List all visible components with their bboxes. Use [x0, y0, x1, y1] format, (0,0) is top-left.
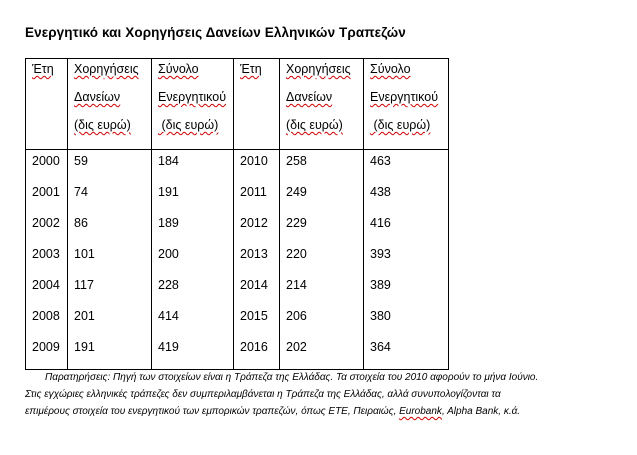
loans-column-2: 258 249 229 220 214 206 202 — [279, 149, 364, 370]
cell-value: 2008 — [32, 309, 60, 323]
cell-value: 189 — [158, 216, 179, 230]
cell-value: 389 — [370, 278, 391, 292]
cell-value: 229 — [286, 216, 307, 230]
cell-value: 438 — [370, 185, 391, 199]
header-loans-2: Χορηγήσεις Δανείων (δις ευρώ) — [279, 58, 364, 150]
header-assets-2: Σύνολο Ενεργητικού (δις ευρώ) — [363, 58, 449, 150]
cell-value: 2002 — [32, 216, 60, 230]
cell-value: 364 — [370, 340, 391, 354]
cell-value: 2014 — [240, 278, 268, 292]
cell-value: 117 — [74, 278, 94, 292]
loans-column-1: 59 74 86 101 117 201 191 — [67, 149, 152, 370]
cell-value: 202 — [286, 340, 307, 354]
cell-value: 2010 — [240, 154, 268, 168]
cell-value: 2013 — [240, 247, 268, 261]
header-text: Σύνολο — [370, 62, 411, 76]
cell-value: 200 — [158, 247, 179, 261]
cell-value: 2009 — [32, 340, 60, 354]
cell-value: 220 — [286, 247, 307, 261]
cell-value: 214 — [286, 278, 307, 292]
header-text: (δις ευρώ) — [370, 118, 431, 132]
cell-value: 191 — [74, 340, 95, 354]
cell-value: 2011 — [240, 185, 267, 199]
notes-line-2: Στις εγχώριες ελληνικές τράπεζες δεν συμ… — [25, 389, 501, 400]
cell-value: 419 — [158, 340, 179, 354]
cell-value: 74 — [74, 185, 88, 199]
years-column-2: 2010 2011 2012 2013 2014 2015 2016 — [233, 149, 280, 370]
header-text: Ενεργητικού — [158, 90, 227, 104]
header-text: Δανείων — [74, 90, 121, 104]
document-title: Ενεργητικό και Χορηγήσεις Δανείων Ελληνι… — [25, 25, 406, 40]
notes-line-3-end: , Alpha Bank, κ.ά. — [441, 406, 521, 417]
cell-value: 2012 — [240, 216, 268, 230]
table-header-row: Έτη Χορηγήσεις Δανείων (δις ευρώ) Σύνολο… — [25, 58, 449, 150]
cell-value: 184 — [158, 154, 179, 168]
header-text: (δις ευρώ) — [286, 118, 343, 132]
notes-line-3-text: επιμέρους στοιχεία του ενεργητικού των ε… — [25, 406, 400, 417]
cell-value: 2000 — [32, 154, 60, 168]
cell-value: 228 — [158, 278, 179, 292]
table-body-row: 2000 2001 2002 2003 2004 2008 2009 59 74… — [25, 149, 449, 370]
cell-value: 101 — [74, 247, 95, 261]
cell-value: 201 — [74, 309, 95, 323]
years-column-1: 2000 2001 2002 2003 2004 2008 2009 — [25, 149, 68, 370]
cell-value: 463 — [370, 154, 391, 168]
header-text: Χορηγήσεις — [74, 62, 139, 76]
notes-line-3: επιμέρους στοιχεία του ενεργητικού των ε… — [25, 403, 612, 420]
header-text: (δις ευρώ) — [74, 118, 131, 132]
cell-value: 393 — [370, 247, 391, 261]
header-loans-1: Χορηγήσεις Δανείων (δις ευρώ) — [67, 58, 152, 150]
cell-value: 59 — [74, 154, 88, 168]
cell-value: 2016 — [240, 340, 268, 354]
cell-value: 380 — [370, 309, 391, 323]
header-text: Έτη — [32, 62, 54, 76]
table-notes: Παρατηρήσεις: Πηγή των στοιχείων είναι η… — [25, 369, 612, 420]
header-assets-1: Σύνολο Ενεργητικού (δις ευρώ) — [151, 58, 234, 150]
header-text: Σύνολο — [158, 62, 199, 76]
cell-value: 249 — [286, 185, 307, 199]
header-years-2: Έτη — [233, 58, 280, 150]
notes-line-1: Παρατηρήσεις: Πηγή των στοιχείων είναι η… — [45, 372, 539, 383]
assets-column-2: 463 438 416 393 389 380 364 — [363, 149, 449, 370]
header-text: Ενεργητικού — [370, 90, 439, 104]
cell-value: 2001 — [32, 185, 60, 199]
cell-value: 2003 — [32, 247, 60, 261]
header-text: Δανείων — [286, 90, 333, 104]
cell-value: 258 — [286, 154, 307, 168]
cell-value: 191 — [158, 185, 179, 199]
cell-value: 416 — [370, 216, 391, 230]
assets-column-1: 184 191 189 200 228 414 419 — [151, 149, 234, 370]
cell-value: 2004 — [32, 278, 60, 292]
header-years-1: Έτη — [25, 58, 68, 150]
banks-data-table: Έτη Χορηγήσεις Δανείων (δις ευρώ) Σύνολο… — [25, 58, 449, 370]
cell-value: 86 — [74, 216, 88, 230]
cell-value: 206 — [286, 309, 307, 323]
header-text: (δις ευρώ) — [158, 118, 219, 132]
cell-value: 2015 — [240, 309, 268, 323]
header-text: Χορηγήσεις — [286, 62, 351, 76]
header-text: Έτη — [240, 62, 262, 76]
notes-eurobank: Eurobank — [399, 406, 442, 417]
cell-value: 414 — [158, 309, 179, 323]
